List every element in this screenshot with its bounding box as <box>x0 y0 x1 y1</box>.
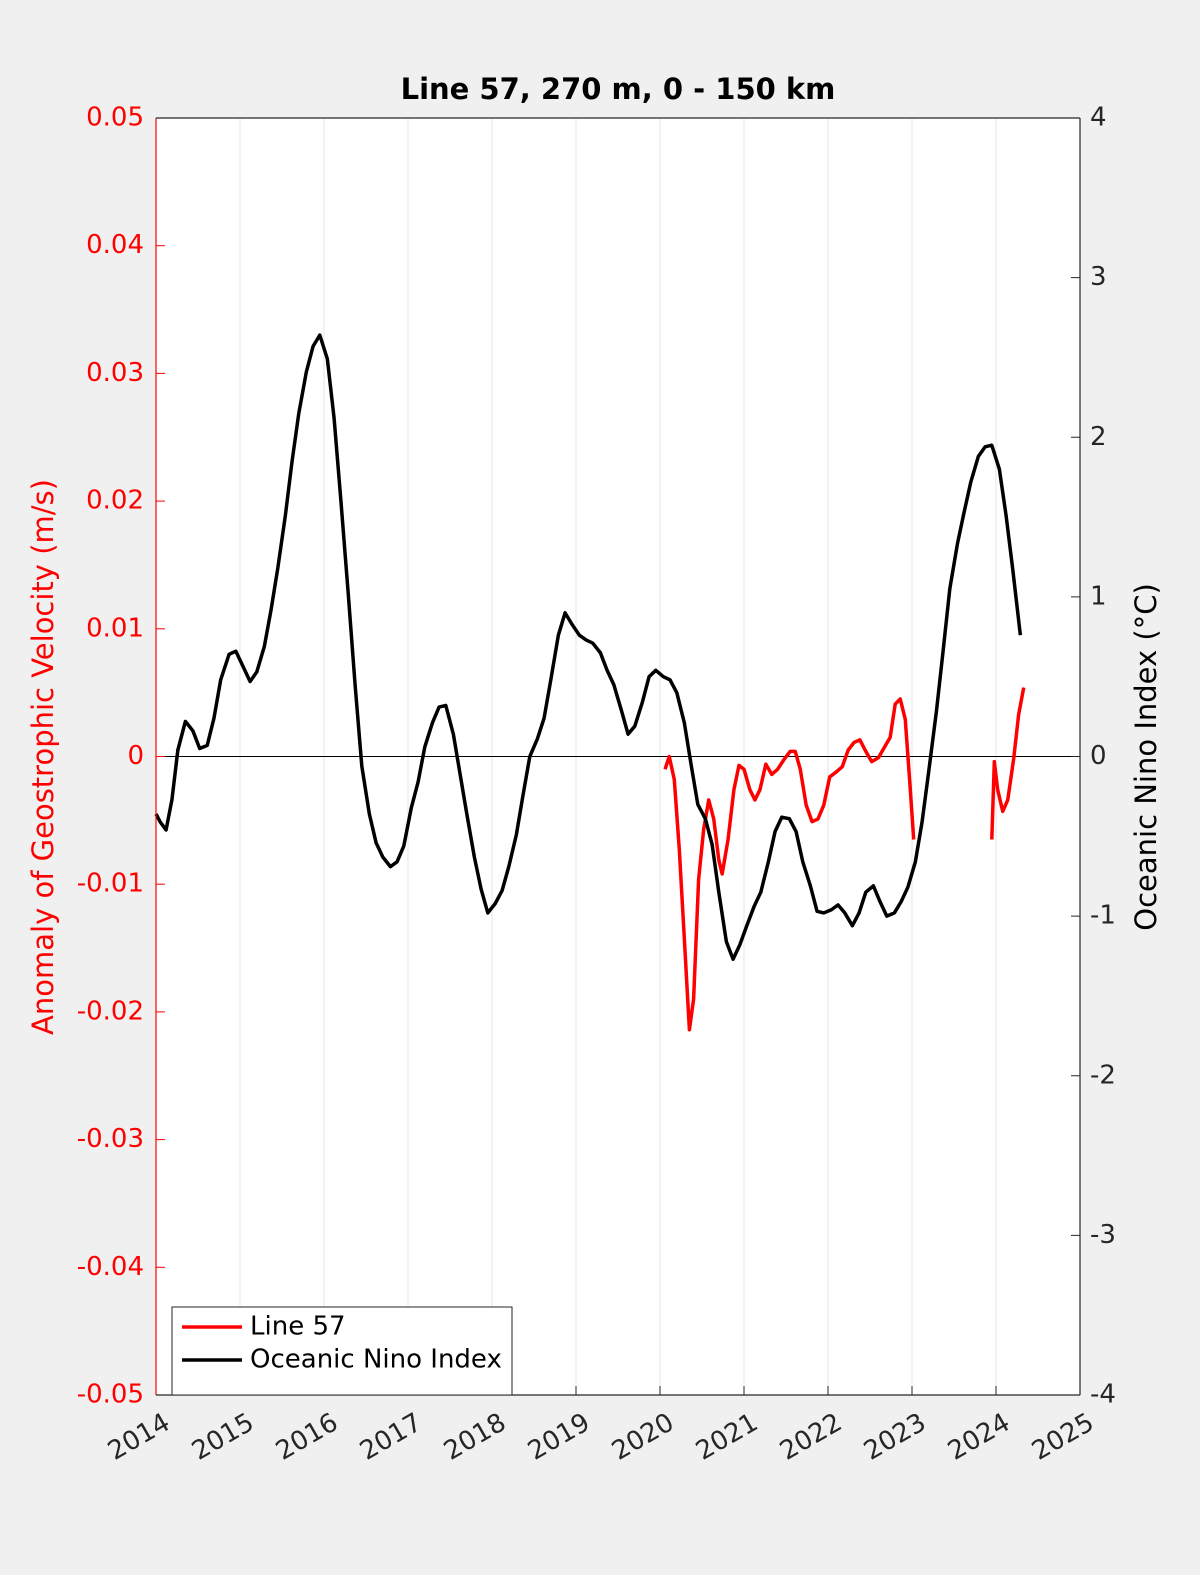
series-line <box>154 333 1023 961</box>
y-tick-label: -0.05 <box>77 1380 144 1410</box>
y2-tick-label: 4 <box>1090 103 1107 133</box>
y-tick-label: 0 <box>127 741 144 771</box>
y2-tick-label: 3 <box>1090 262 1107 292</box>
y2-tick-label: -4 <box>1090 1380 1116 1410</box>
y-tick-label: -0.01 <box>77 869 144 899</box>
legend-label: Line 57 <box>250 1312 346 1342</box>
y-tick-label: 0.04 <box>86 230 144 260</box>
y2-tick-label: 2 <box>1090 422 1107 452</box>
x-tick-label: 2022 <box>775 1408 847 1467</box>
series-line <box>663 687 1026 1032</box>
grid <box>155 118 1081 1395</box>
y-tick-label: -0.02 <box>77 996 144 1026</box>
x-tick-label: 2025 <box>1027 1408 1099 1467</box>
chart-title: Line 57, 270 m, 0 - 150 km <box>401 72 836 106</box>
x-tick-label: 2015 <box>187 1408 259 1467</box>
y-tick-label: -0.03 <box>77 1124 144 1154</box>
x-tick-label: 2014 <box>103 1408 175 1467</box>
y2-tick-label: -2 <box>1090 1060 1116 1090</box>
legend-box <box>171 1306 513 1396</box>
y-tick-label: 0.03 <box>86 358 144 388</box>
x-tick-label: 2017 <box>355 1408 427 1467</box>
x-tick-label: 2020 <box>607 1408 679 1467</box>
x-tick-label: 2021 <box>691 1408 763 1467</box>
legend-label: Oceanic Nino Index <box>250 1345 502 1375</box>
y2-tick-label: -3 <box>1090 1220 1116 1250</box>
marks <box>154 333 1026 1032</box>
y-tick-label: -0.04 <box>77 1252 144 1282</box>
x-tick-label: 2019 <box>523 1408 595 1467</box>
y-tick-label: 0.02 <box>86 486 144 516</box>
y2-tick-label: -1 <box>1090 901 1116 931</box>
y-axis-label: Anomaly of Geostrophic Velocity (m/s) <box>26 479 60 1035</box>
x-tick-label: 2016 <box>271 1408 343 1467</box>
y-tick-label: 0.05 <box>86 103 144 133</box>
y-tick-label: 0.01 <box>86 613 144 643</box>
y2-axis-label: Oceanic Nino Index (°C) <box>1129 583 1163 931</box>
y2-tick-label: 1 <box>1090 581 1107 611</box>
x-tick-label: 2024 <box>943 1408 1015 1467</box>
x-tick-label: 2023 <box>859 1408 931 1467</box>
y2-tick-label: 0 <box>1090 741 1107 771</box>
x-tick-label: 2018 <box>439 1408 511 1467</box>
